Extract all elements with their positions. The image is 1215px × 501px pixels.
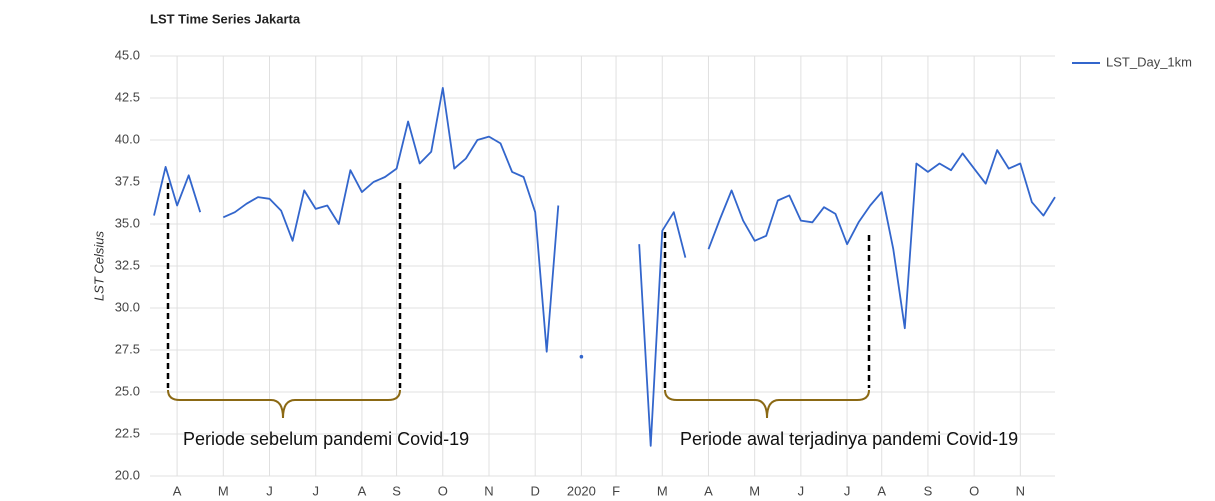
x-tick-label: S — [924, 483, 933, 498]
y-axis-label: LST Celsius — [91, 230, 106, 301]
x-tick-label: F — [612, 483, 620, 498]
y-tick-label: 30.0 — [115, 299, 140, 314]
x-tick-label: A — [173, 483, 182, 498]
y-tick-label: 37.5 — [115, 173, 140, 188]
y-tick-label: 40.0 — [115, 131, 140, 146]
y-tick-label: 45.0 — [115, 47, 140, 62]
x-tick-label: M — [218, 483, 229, 498]
annotation: Periode awal terjadinya pandemi Covid-19 — [680, 429, 1018, 449]
x-tick-label: O — [438, 483, 448, 498]
x-tick-label: J — [266, 483, 273, 498]
x-tick-label: A — [358, 483, 367, 498]
point — [579, 354, 584, 359]
x-tick-label: J — [798, 483, 805, 498]
brace — [664, 389, 870, 419]
plot — [153, 87, 1056, 447]
x-tick-label: J — [312, 483, 319, 498]
x-tick-label: S — [392, 483, 401, 498]
x-tick-label: 2020 — [567, 483, 596, 498]
brace — [167, 389, 401, 419]
y-tick-label: 22.5 — [115, 425, 140, 440]
x-tick-label: M — [749, 483, 760, 498]
line — [153, 87, 1056, 447]
y-tick-label: 42.5 — [115, 89, 140, 104]
y-tick-label: 25.0 — [115, 383, 140, 398]
x-tick-label: N — [1016, 483, 1025, 498]
x-tick-label: J — [844, 483, 851, 498]
x-tick-label: A — [877, 483, 886, 498]
annotations: Periode sebelum pandemi Covid-19 Periode… — [166, 183, 1018, 449]
x-tick-label: M — [657, 483, 668, 498]
annotation: Periode sebelum pandemi Covid-19 — [183, 429, 469, 449]
chart-title: LST Time Series Jakarta — [150, 11, 301, 26]
grid — [150, 55, 1055, 477]
y-tick-label: 35.0 — [115, 215, 140, 230]
legend-label: LST_Day_1km — [1106, 54, 1192, 69]
x-tick-label: N — [484, 483, 493, 498]
y-tick-label: 32.5 — [115, 257, 140, 272]
x-tick-label: O — [969, 483, 979, 498]
legend: LST_Day_1km — [1072, 54, 1192, 69]
y-tick-label: 27.5 — [115, 341, 140, 356]
y-tick-label: 20.0 — [115, 467, 140, 482]
x-tick-label: A — [704, 483, 713, 498]
x-tick-label: D — [530, 483, 539, 498]
